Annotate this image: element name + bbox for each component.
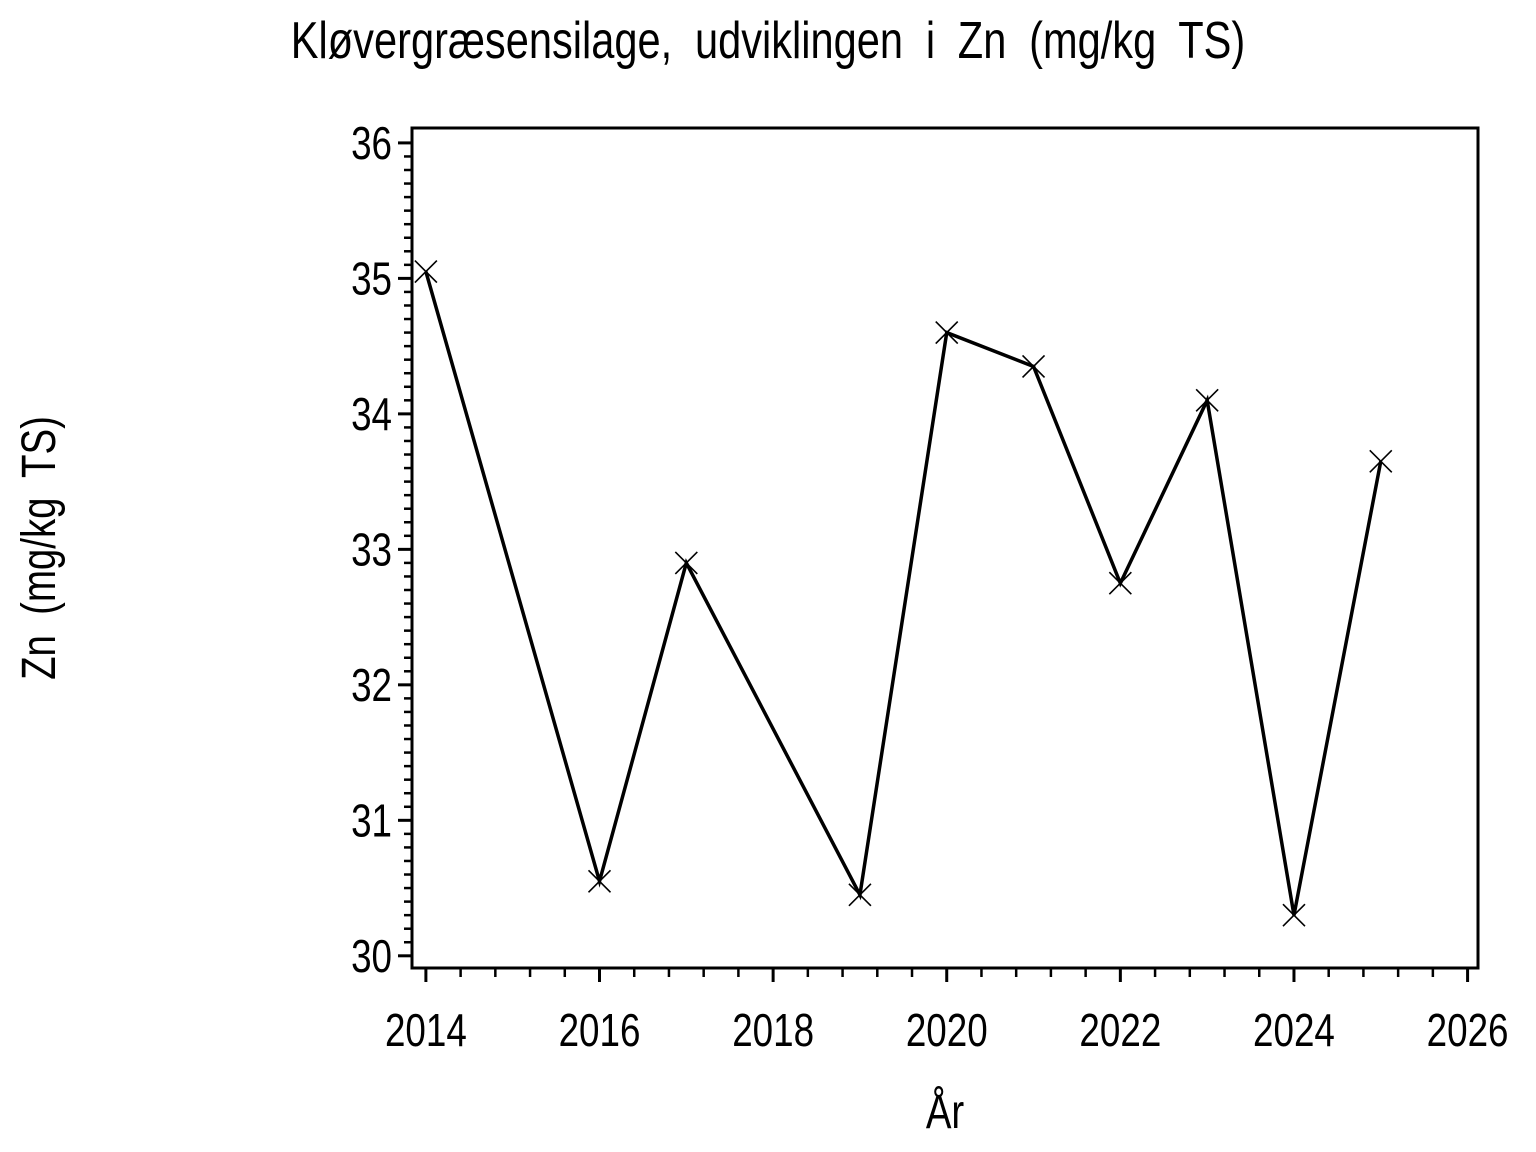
plot-frame <box>410 126 1480 970</box>
data-point-marker <box>674 551 698 575</box>
marker-x-stroke <box>674 551 698 575</box>
x-axis-title: År <box>926 1085 964 1139</box>
x-tick-label: 2016 <box>559 1004 641 1056</box>
x-tick-label: 2020 <box>906 1004 988 1056</box>
y-tick-label: 34 <box>351 388 392 440</box>
data-point-marker <box>1282 903 1306 927</box>
zn-series-line <box>424 271 1383 916</box>
y-axis-title: Zn (mg/kg TS) <box>13 416 66 680</box>
marker-x-stroke <box>587 869 612 893</box>
marker-x-stroke <box>935 321 959 345</box>
x-tick-label: 2014 <box>385 1004 467 1056</box>
data-point-marker <box>1369 449 1393 473</box>
y-tick-label: 35 <box>351 252 392 304</box>
y-tick-label: 32 <box>351 659 392 711</box>
y-tick-label: 30 <box>351 930 392 982</box>
chart-title: Kløvergræsensilage, udviklingen i Zn (mg… <box>291 11 1245 70</box>
x-tick-label: 2018 <box>732 1004 814 1056</box>
marker-x-stroke <box>1108 571 1132 595</box>
marker-x-stroke <box>414 260 438 284</box>
data-point-marker <box>587 869 612 893</box>
y-tick-label: 33 <box>351 523 392 575</box>
marker-x-stroke <box>1195 388 1219 412</box>
marker-x-stroke <box>1282 903 1306 927</box>
marker-x-stroke <box>1369 449 1393 473</box>
x-tick-label: 2026 <box>1427 1004 1509 1056</box>
data-point-marker <box>1108 571 1132 595</box>
marker-x-stroke <box>848 883 872 907</box>
data-point-marker <box>1021 354 1046 379</box>
data-point-marker <box>414 260 438 284</box>
data-point-marker <box>848 883 872 907</box>
data-point-marker <box>935 321 959 345</box>
data-point-marker <box>1195 388 1219 412</box>
x-tick-label: 2022 <box>1079 1004 1161 1056</box>
x-tick-label: 2024 <box>1253 1004 1335 1056</box>
marker-x-stroke <box>1021 354 1046 379</box>
y-tick-label: 36 <box>351 117 392 169</box>
y-tick-label: 31 <box>351 794 392 846</box>
